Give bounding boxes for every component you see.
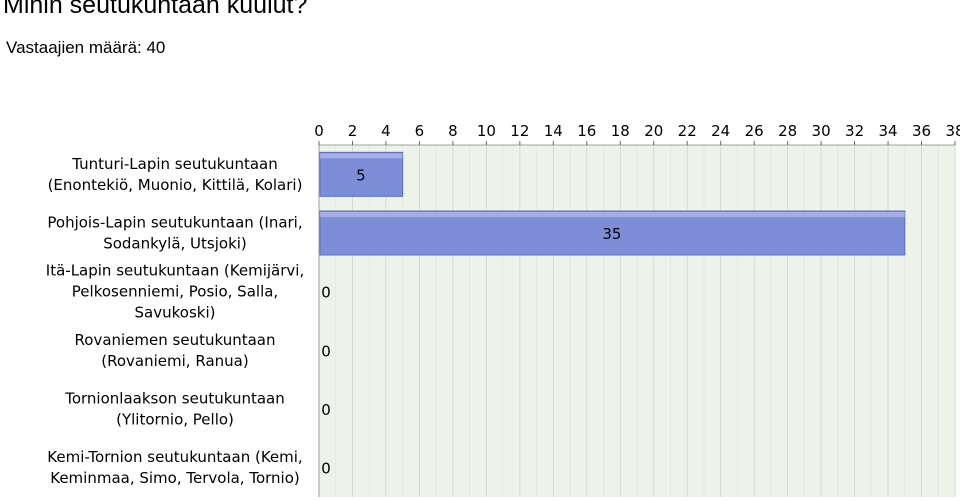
x-tick-label: 18 [611, 122, 630, 140]
x-tick-label: 16 [577, 122, 596, 140]
category-label: Rovaniemen seutukuntaan [75, 331, 276, 349]
category-label: Pelkosenniemi, Posio, Salla, [72, 283, 278, 301]
x-tick-label: 22 [678, 122, 697, 140]
question-title: Mihin seutukuntaan kuulut? [3, 0, 308, 19]
x-tick-label: 38 [945, 122, 960, 140]
category-label: (Ylitornio, Pello) [116, 411, 234, 429]
value-label: 0 [321, 342, 331, 360]
category-label: Pohjois-Lapin seutukuntaan (Inari, [47, 214, 302, 232]
value-label: 0 [321, 460, 331, 478]
category-label: Savukoski) [135, 304, 216, 322]
bar [319, 151, 404, 197]
x-tick-label: 26 [745, 122, 764, 140]
x-tick-label: 24 [711, 122, 730, 140]
category-label: Keminmaa, Simo, Tervola, Tornio) [50, 469, 300, 487]
x-tick-label: 0 [314, 122, 324, 140]
x-tick-label: 2 [348, 122, 358, 140]
value-label: 5 [356, 166, 366, 184]
x-tick-label: 30 [812, 122, 831, 140]
x-tick-label: 34 [879, 122, 898, 140]
x-tick-label: 6 [415, 122, 425, 140]
bar-highlight [320, 212, 905, 217]
x-tick-label: 36 [912, 122, 931, 140]
category-label: Tornionlaakson seutukuntaan [64, 390, 285, 408]
bar-highlight [320, 153, 403, 159]
category-label: (Rovaniemi, Ranua) [101, 352, 248, 370]
value-label: 0 [321, 284, 331, 302]
category-label: Tunturi-Lapin seutukuntaan [71, 155, 278, 173]
x-tick-label: 10 [477, 122, 496, 140]
x-tick-label: 14 [544, 122, 563, 140]
value-label: 0 [321, 401, 331, 419]
category-label: Sodankylä, Utsjoki) [103, 235, 247, 253]
bar [319, 210, 906, 256]
x-tick-label: 32 [845, 122, 864, 140]
category-label: (Enontekiö, Muonio, Kittilä, Kolari) [48, 176, 303, 194]
value-label: 35 [602, 225, 621, 243]
x-tick-label: 8 [448, 122, 458, 140]
x-tick-label: 20 [644, 122, 663, 140]
category-label: Kemi-Tornion seutukuntaan (Kemi, [47, 448, 302, 466]
respondent-count: Vastaajien määrä: 40 [6, 38, 166, 57]
x-tick-label: 4 [381, 122, 391, 140]
category-label: Itä-Lapin seutukuntaan (Kemijärvi, [46, 262, 304, 280]
x-tick-label: 28 [778, 122, 797, 140]
x-tick-label: 12 [510, 122, 529, 140]
